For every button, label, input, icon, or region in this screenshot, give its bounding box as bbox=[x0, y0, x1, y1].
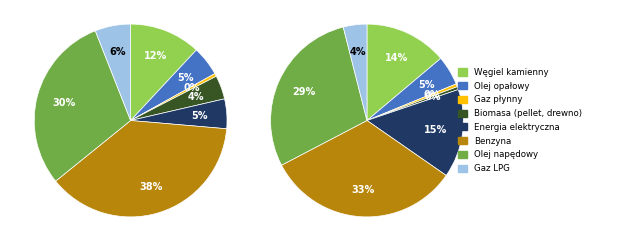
Wedge shape bbox=[131, 76, 225, 120]
Text: 29%: 29% bbox=[292, 87, 315, 97]
Wedge shape bbox=[367, 24, 441, 120]
Wedge shape bbox=[271, 27, 367, 165]
Wedge shape bbox=[131, 24, 197, 120]
Text: 30%: 30% bbox=[52, 98, 75, 108]
Text: 12%: 12% bbox=[144, 51, 168, 61]
Wedge shape bbox=[131, 50, 215, 121]
Text: 33%: 33% bbox=[351, 185, 374, 195]
Text: 0%: 0% bbox=[424, 90, 440, 100]
Wedge shape bbox=[34, 31, 131, 181]
Wedge shape bbox=[367, 90, 463, 175]
Text: 5%: 5% bbox=[418, 80, 435, 90]
Text: 38%: 38% bbox=[139, 182, 162, 192]
Wedge shape bbox=[367, 87, 458, 120]
Text: 4%: 4% bbox=[350, 47, 366, 57]
Wedge shape bbox=[367, 58, 456, 120]
Legend: Węgiel kamienny, Olej opałowy, Gaz płynny, Biomasa (pellet, drewno), Energia ele: Węgiel kamienny, Olej opałowy, Gaz płynn… bbox=[458, 68, 582, 173]
Text: 0%: 0% bbox=[424, 92, 440, 102]
Wedge shape bbox=[343, 24, 367, 120]
Text: 5%: 5% bbox=[177, 73, 193, 83]
Wedge shape bbox=[131, 74, 216, 120]
Text: 4%: 4% bbox=[187, 92, 204, 102]
Text: 0%: 0% bbox=[183, 83, 200, 93]
Text: 15%: 15% bbox=[424, 125, 447, 135]
Wedge shape bbox=[367, 84, 457, 120]
Text: 5%: 5% bbox=[192, 111, 208, 121]
Text: 6%: 6% bbox=[109, 47, 126, 57]
Wedge shape bbox=[55, 120, 226, 217]
Text: 14%: 14% bbox=[384, 53, 408, 63]
Wedge shape bbox=[95, 24, 131, 120]
Wedge shape bbox=[131, 99, 227, 129]
Wedge shape bbox=[282, 120, 446, 217]
